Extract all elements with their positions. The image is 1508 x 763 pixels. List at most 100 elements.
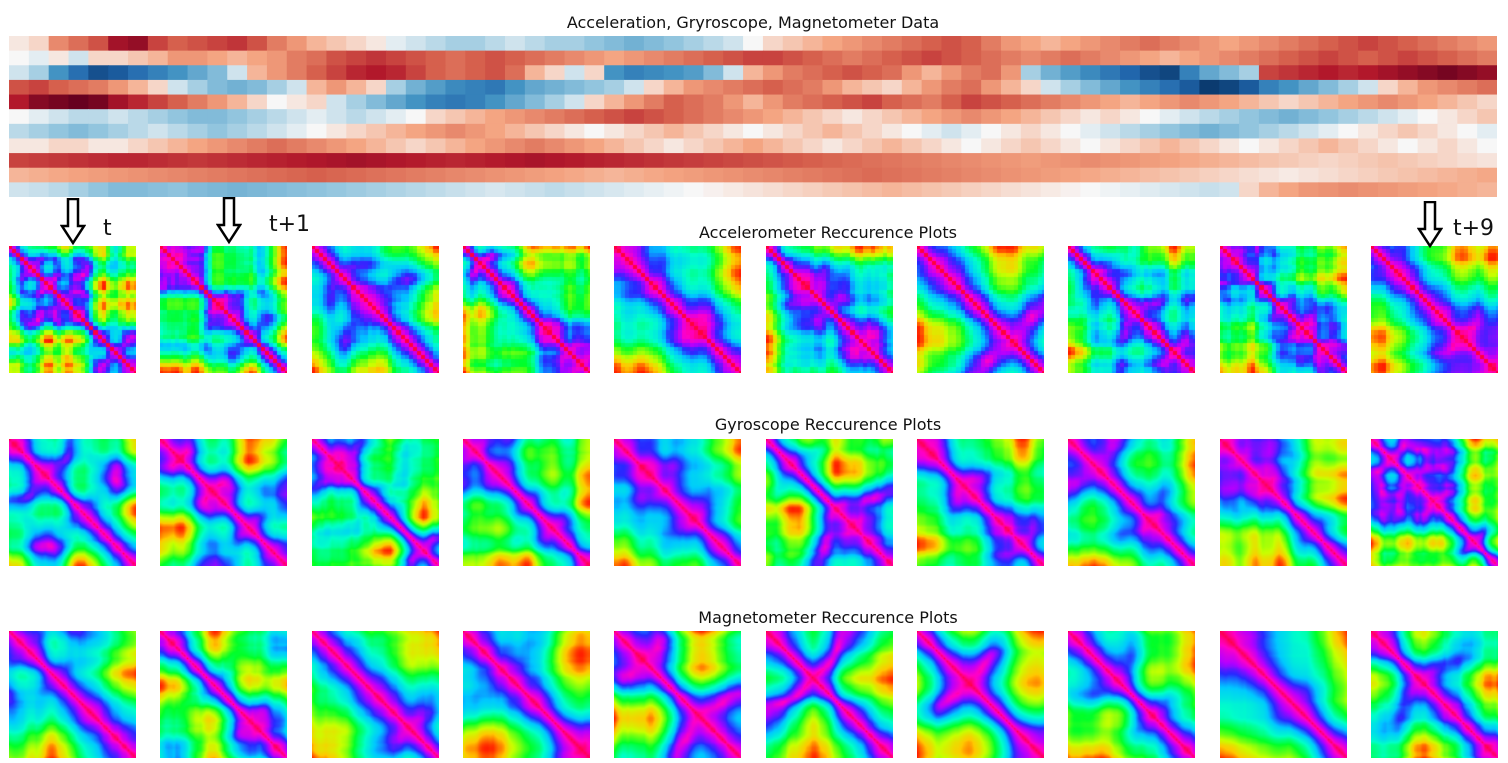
recurrence-plot xyxy=(1220,246,1347,373)
heatmap-cell xyxy=(1060,94,1081,110)
heatmap-cell xyxy=(266,123,288,140)
heatmap-cell xyxy=(1338,50,1359,66)
heatmap-cell xyxy=(1001,182,1022,197)
heatmap-cell xyxy=(1417,182,1439,197)
heatmap-cell xyxy=(247,153,268,169)
heatmap-cell xyxy=(941,109,962,125)
heatmap-cell xyxy=(227,109,248,125)
data-heatmap-title: Acceleration, Gryroscope, Magnetometer D… xyxy=(566,13,940,32)
heatmap-cell xyxy=(505,138,526,154)
heatmap-cell xyxy=(1139,153,1161,169)
heatmap-cell xyxy=(465,36,486,52)
heatmap-cell xyxy=(445,109,466,125)
heatmap-cell xyxy=(762,138,784,154)
heatmap-cell xyxy=(544,79,566,96)
heatmap-cell xyxy=(703,182,724,197)
heatmap-cell xyxy=(286,182,308,197)
heatmap-cell xyxy=(1040,167,1062,183)
heatmap-cell xyxy=(1258,65,1280,81)
heatmap-cell xyxy=(266,109,288,125)
down-arrow-icon xyxy=(216,197,242,245)
heatmap-cell xyxy=(723,109,744,125)
heatmap-cell xyxy=(862,65,883,81)
heatmap-cell xyxy=(981,50,1002,66)
heatmap-cell xyxy=(1139,50,1161,66)
heatmap-cell xyxy=(128,123,149,140)
heatmap-cell xyxy=(286,153,308,169)
heatmap-cell xyxy=(604,138,625,154)
heatmap-cell xyxy=(1159,79,1181,96)
heatmap-cell xyxy=(227,167,248,183)
heatmap-cell xyxy=(167,123,189,140)
recurrence-plot xyxy=(614,439,741,566)
heatmap-cell xyxy=(802,79,824,96)
heatmap-cell xyxy=(147,36,169,52)
heatmap-cell xyxy=(1139,182,1161,197)
heatmap-cell xyxy=(604,182,625,197)
heatmap-cell xyxy=(505,65,526,81)
heatmap-cell xyxy=(1377,167,1399,183)
heatmap-cell xyxy=(961,123,982,140)
heatmap-cell xyxy=(1437,65,1458,81)
heatmap-cell xyxy=(802,123,824,140)
heatmap-cell xyxy=(862,167,883,183)
heatmap-cell xyxy=(207,50,228,66)
heatmap-cell xyxy=(108,138,129,154)
heatmap-cell xyxy=(1080,50,1101,66)
heatmap-cell xyxy=(306,50,328,66)
heatmap-cell xyxy=(1020,153,1042,169)
recurrence-plot xyxy=(160,631,287,758)
heatmap-cell xyxy=(663,50,685,66)
heatmap-cell xyxy=(1080,153,1101,169)
heatmap-cell xyxy=(703,65,724,81)
heatmap-cell xyxy=(1377,50,1399,66)
heatmap-cell xyxy=(544,36,566,52)
heatmap-cell xyxy=(921,65,943,81)
heatmap-cell xyxy=(147,138,169,154)
heatmap-cell xyxy=(683,138,704,154)
down-arrow-icon xyxy=(1417,201,1443,249)
heatmap-cell xyxy=(1199,50,1220,66)
heatmap-cell xyxy=(28,79,50,96)
heatmap-cell xyxy=(306,123,328,140)
heatmap-cell xyxy=(683,167,704,183)
heatmap-cell xyxy=(524,167,546,183)
heatmap-cell xyxy=(1060,138,1081,154)
heatmap-cell xyxy=(782,94,804,110)
heatmap-cell xyxy=(1298,182,1320,197)
heatmap-cell xyxy=(1080,123,1101,140)
heatmap-cell xyxy=(306,153,328,169)
recurrence-plot xyxy=(1371,246,1498,373)
heatmap-cell xyxy=(1001,153,1022,169)
heatmap-cell xyxy=(9,138,30,154)
heatmap-cell xyxy=(822,94,843,110)
heatmap-cell xyxy=(1120,123,1141,140)
heatmap-cell xyxy=(366,182,387,197)
heatmap-cell xyxy=(723,123,744,140)
heatmap-cell xyxy=(385,153,407,169)
heatmap-cell xyxy=(1477,36,1497,52)
heatmap-cell xyxy=(187,153,208,169)
heatmap-cell xyxy=(465,153,486,169)
heatmap-cell xyxy=(782,65,804,81)
heatmap-cell xyxy=(822,167,843,183)
heatmap-cell xyxy=(68,94,89,110)
heatmap-cell xyxy=(703,50,724,66)
recurrence-plot xyxy=(614,631,741,758)
heatmap-cell xyxy=(505,123,526,140)
heatmap-cell xyxy=(1417,123,1439,140)
heatmap-cell xyxy=(901,138,923,154)
heatmap-cell xyxy=(584,94,605,110)
heatmap-cell xyxy=(167,50,189,66)
heatmap-cell xyxy=(1199,94,1220,110)
heatmap-cell xyxy=(762,79,784,96)
heatmap-cell xyxy=(1179,123,1200,140)
heatmap-cell xyxy=(385,167,407,183)
heatmap-cell xyxy=(1080,36,1101,52)
heatmap-cell xyxy=(981,167,1002,183)
heatmap-cell xyxy=(167,153,189,169)
heatmap-cell xyxy=(1318,153,1339,169)
heatmap-cell xyxy=(1040,65,1062,81)
heatmap-cell xyxy=(445,153,466,169)
heatmap-cell xyxy=(921,123,943,140)
